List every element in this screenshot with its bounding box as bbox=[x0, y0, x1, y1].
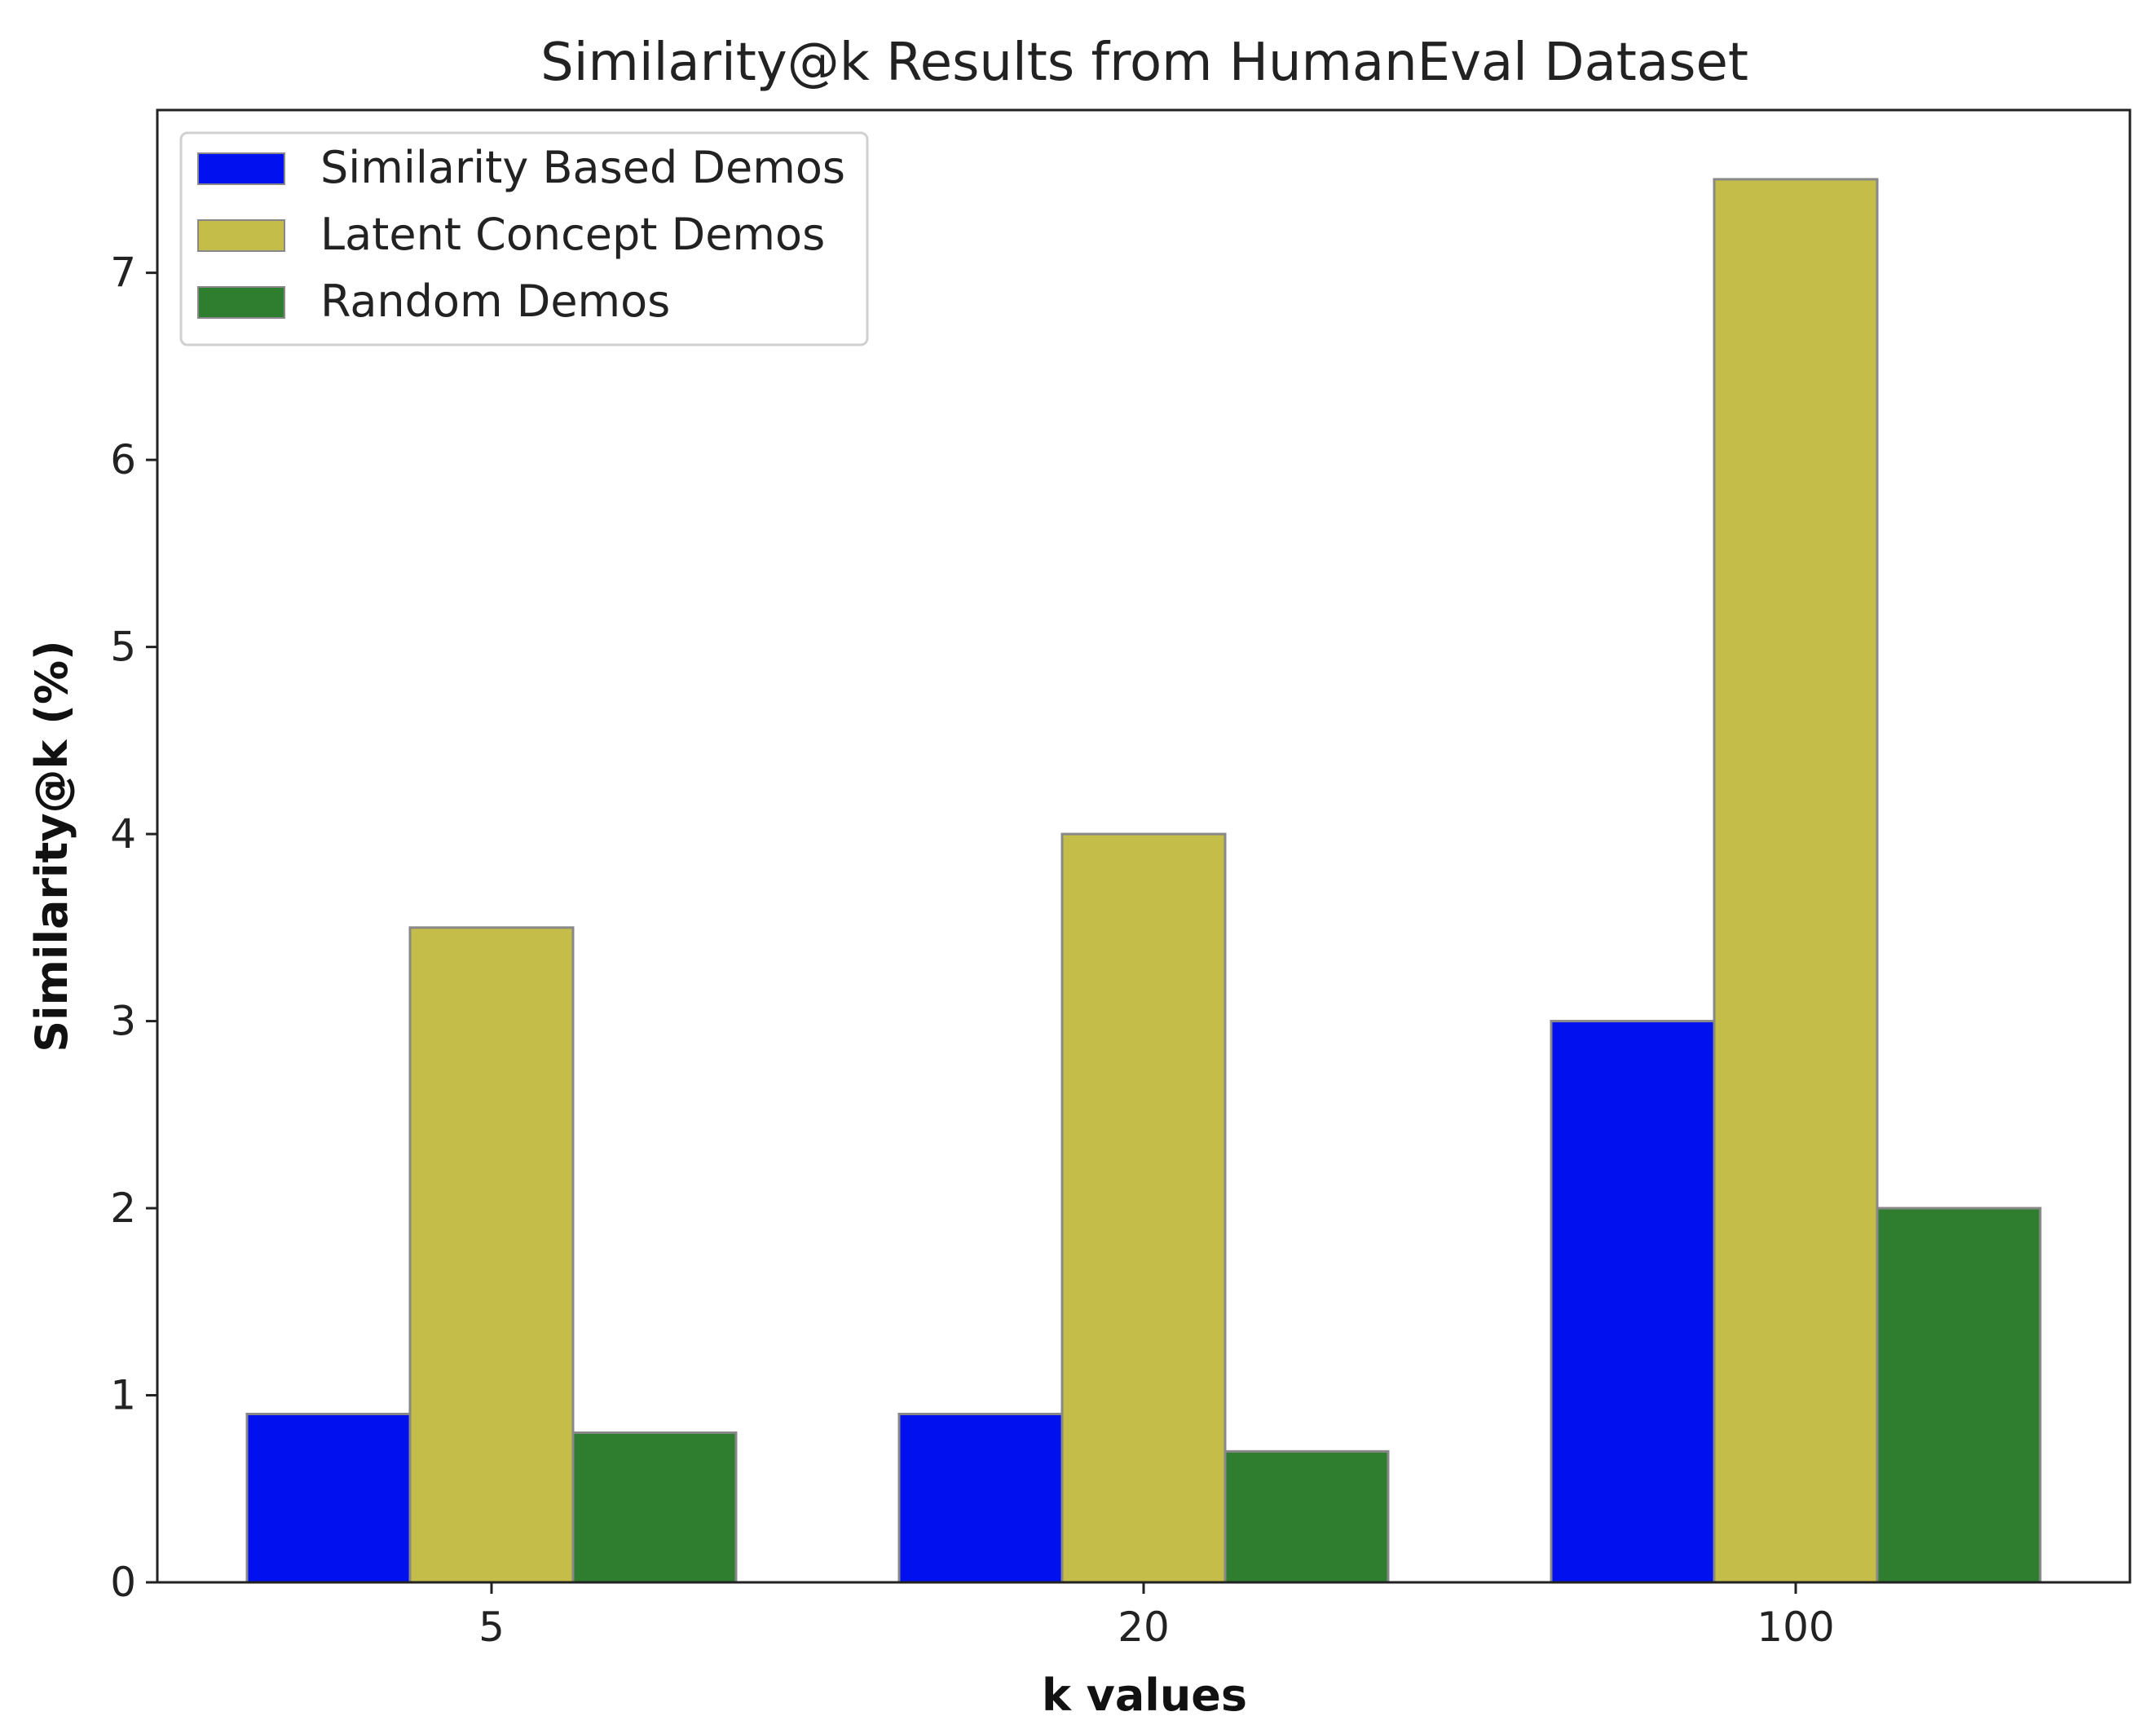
y-tick-label: 6 bbox=[110, 436, 136, 483]
x-tick-label: 20 bbox=[1118, 1604, 1170, 1651]
y-tick-label: 5 bbox=[110, 624, 136, 671]
legend-frame bbox=[179, 131, 869, 346]
legend-entries: Similarity Based Demos Latent Concept Dem… bbox=[197, 142, 845, 327]
bar-similarity-based-demos-5 bbox=[245, 1412, 412, 1584]
y-tick-label: 4 bbox=[110, 810, 136, 858]
legend-swatch bbox=[197, 219, 285, 252]
bar-latent-concept-demos-20 bbox=[1060, 832, 1227, 1584]
legend-label: Random Demos bbox=[320, 276, 670, 327]
legend-swatch bbox=[197, 286, 285, 319]
legend-swatch bbox=[197, 152, 285, 185]
y-axis-label: Similarity@k (%) bbox=[26, 640, 77, 1052]
y-tick-label: 0 bbox=[110, 1559, 136, 1606]
bar-random-demos-100 bbox=[1876, 1207, 2042, 1584]
x-axis-label: k values bbox=[1042, 1670, 1247, 1721]
bar-latent-concept-demos-100 bbox=[1713, 178, 1879, 1584]
bar-random-demos-5 bbox=[571, 1431, 738, 1584]
legend-label: Latent Concept Demos bbox=[320, 209, 825, 260]
legend-label: Similarity Based Demos bbox=[320, 142, 845, 193]
x-tick-label: 100 bbox=[1757, 1604, 1834, 1651]
y-tick-label: 3 bbox=[110, 998, 136, 1045]
bar-latent-concept-demos-5 bbox=[408, 926, 575, 1584]
chart-title: Similarity@k Results from HumanEval Data… bbox=[540, 33, 1748, 93]
x-tick-label: 5 bbox=[478, 1604, 505, 1651]
y-tick-label: 2 bbox=[110, 1185, 136, 1232]
bar-similarity-based-demos-100 bbox=[1550, 1020, 1716, 1584]
y-tick-label: 1 bbox=[110, 1372, 136, 1419]
bar-similarity-based-demos-20 bbox=[897, 1412, 1064, 1584]
x-axis: 5 20 100 bbox=[478, 1582, 1835, 1651]
bar-random-demos-20 bbox=[1223, 1449, 1390, 1584]
y-tick-label: 7 bbox=[110, 249, 136, 297]
legend: Similarity Based Demos Latent Concept Dem… bbox=[179, 131, 869, 346]
y-axis: 0 1 2 3 4 5 6 7 bbox=[110, 249, 157, 1606]
bars-layer bbox=[245, 178, 2042, 1584]
